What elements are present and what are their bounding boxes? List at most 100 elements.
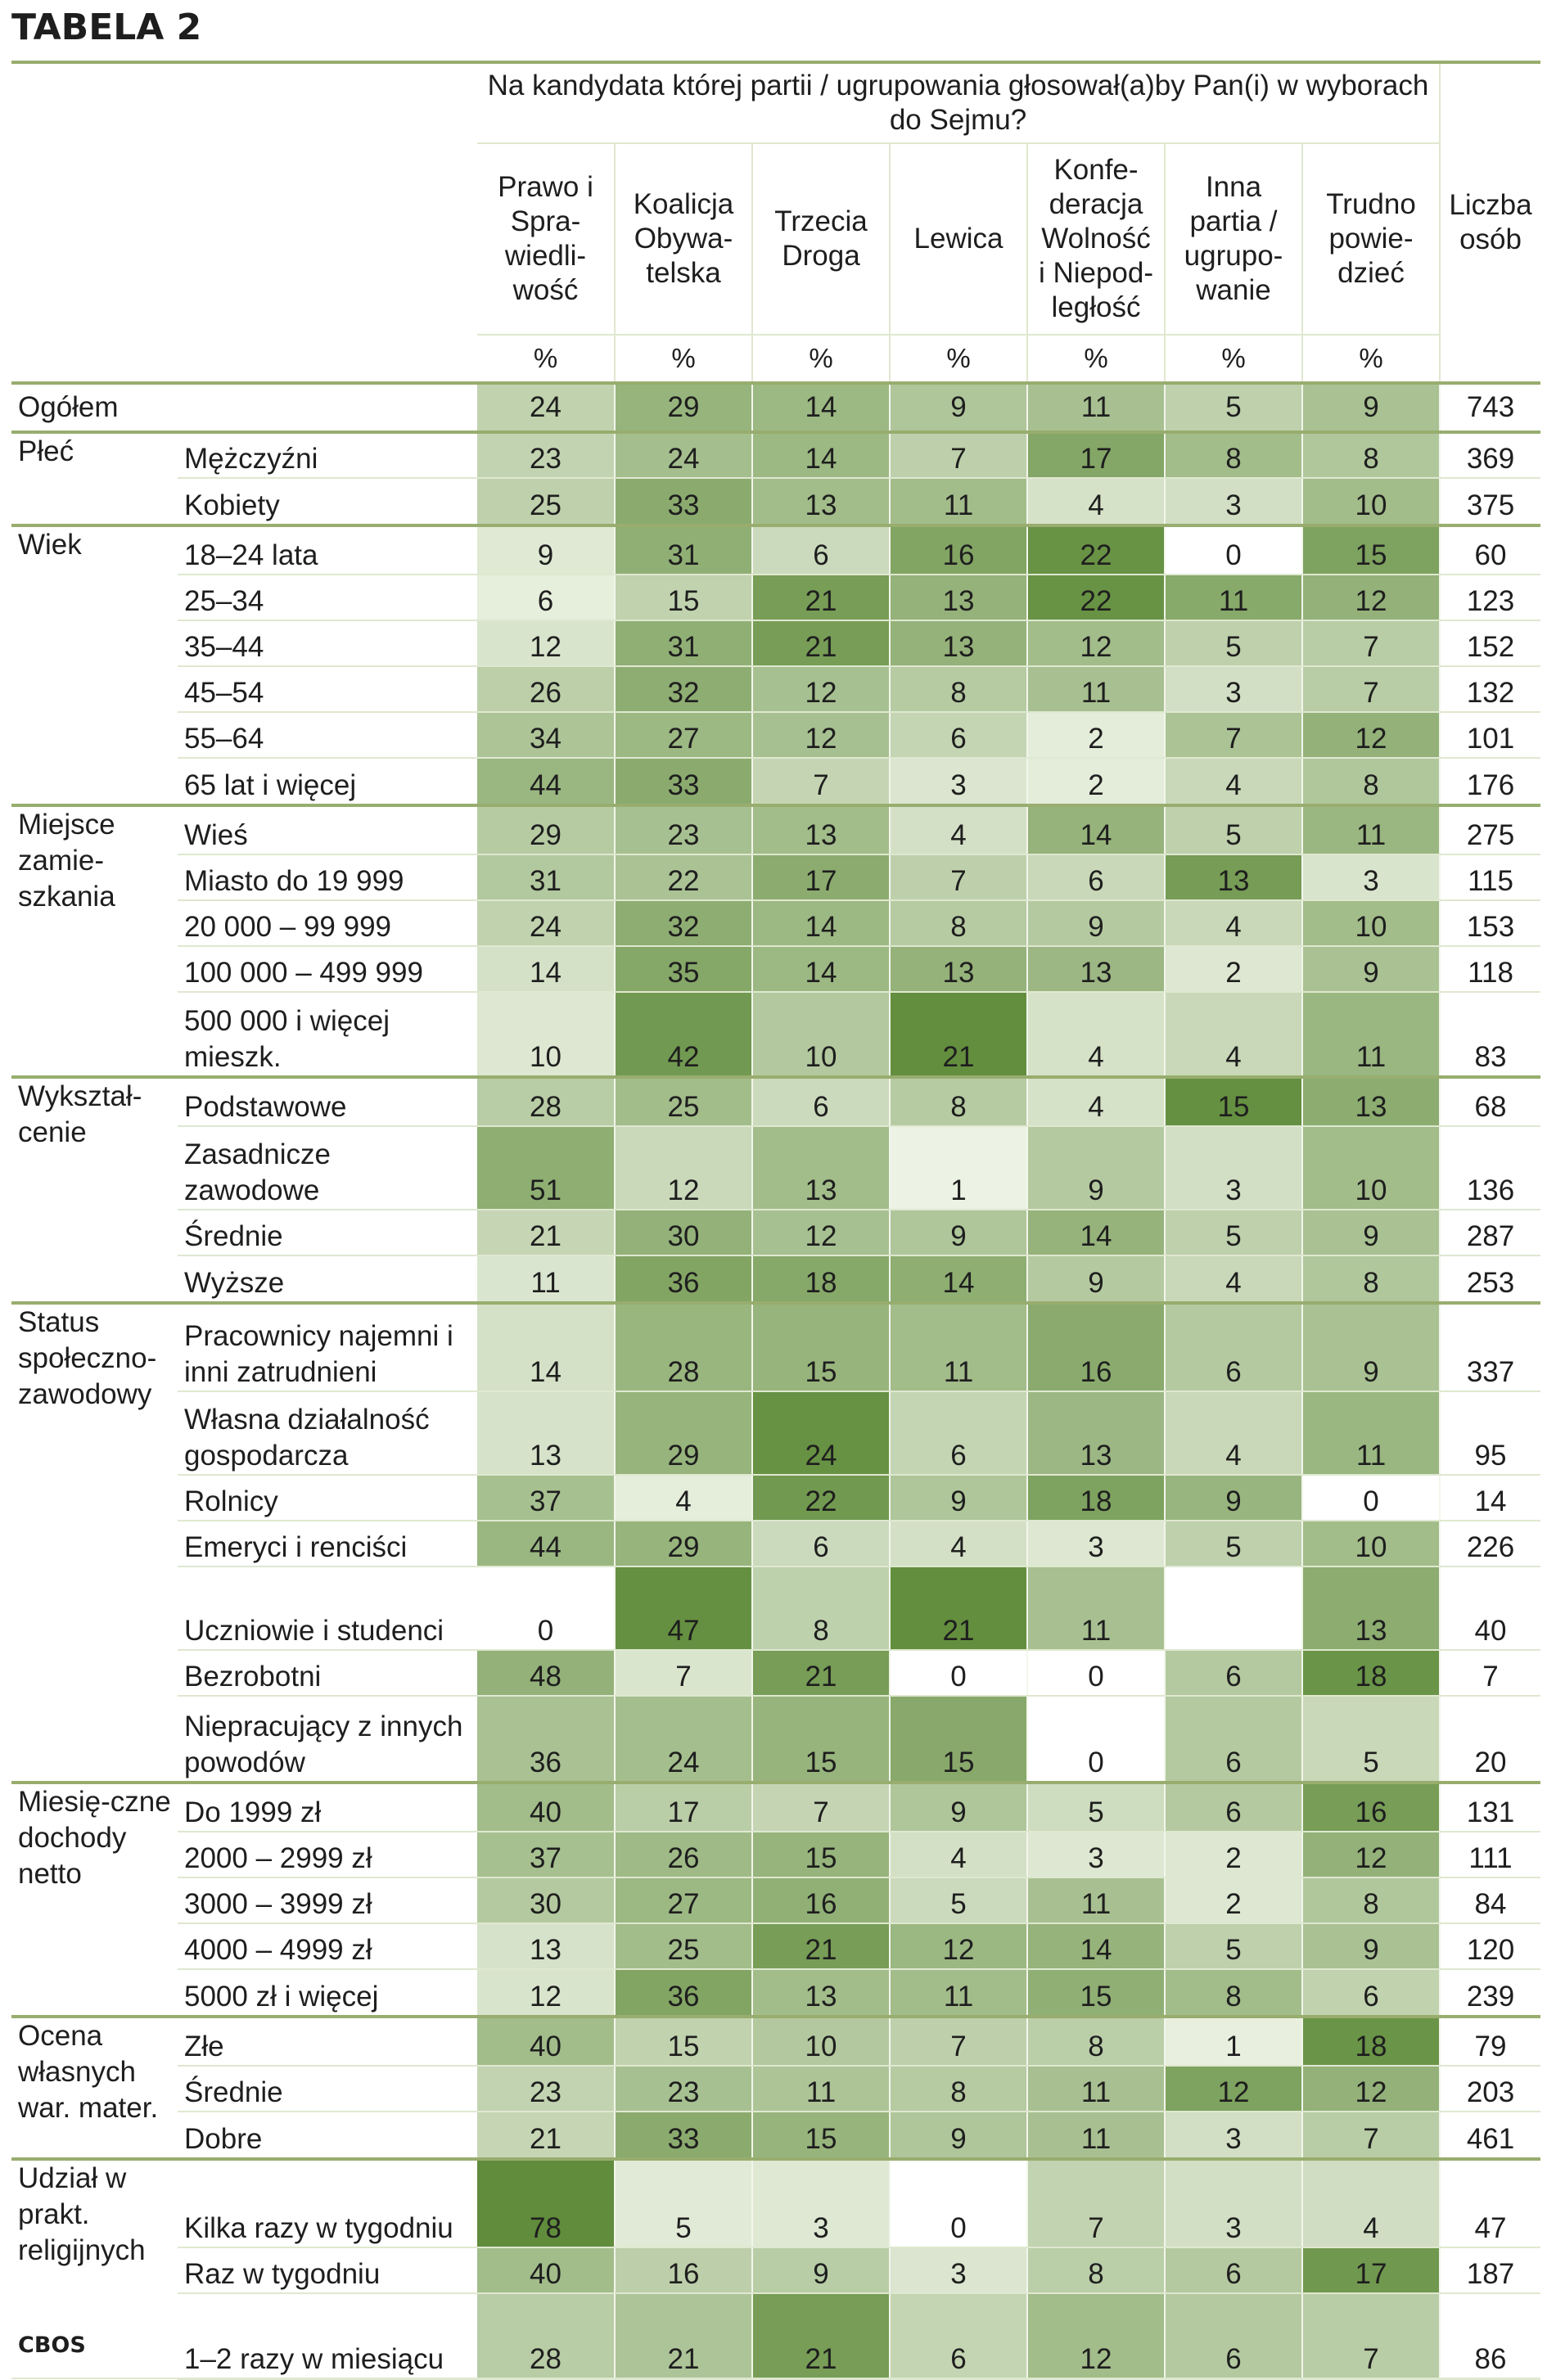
value-cell: 13	[890, 620, 1028, 667]
value-cell: 6	[752, 1075, 891, 1127]
row-label: Do 1999 zł	[178, 1781, 477, 1832]
value-cell: 11	[1027, 1566, 1166, 1651]
value-cell: 11	[890, 478, 1028, 526]
value-cell: 5	[1165, 1521, 1303, 1567]
count-cell: 132	[1440, 666, 1541, 713]
value-cell: 10	[1302, 478, 1441, 526]
value-cell: 12	[1302, 2066, 1441, 2112]
value-cell: 30	[477, 1877, 616, 1924]
row-label: Wieś	[178, 804, 477, 855]
value-cell: 14	[752, 946, 891, 993]
value-cell: 13	[890, 946, 1028, 993]
value-cell: 13	[1165, 854, 1303, 901]
value-cell: 25	[615, 1075, 753, 1127]
value-cell: 15	[752, 1832, 891, 1878]
value-cell: 4	[1165, 1255, 1303, 1304]
value-cell: 5	[1165, 381, 1303, 433]
value-cell: 14	[890, 1255, 1028, 1304]
row-label: Pracownicy najemni i inni zatrudnieni	[178, 1301, 477, 1392]
count-cell: 152	[1440, 620, 1541, 667]
count-cell: 20	[1440, 1696, 1541, 1783]
count-cell: 153	[1440, 900, 1541, 947]
value-cell: 4	[890, 804, 1028, 855]
count-cell: 120	[1440, 1923, 1541, 1970]
value-cell: 11	[752, 2066, 891, 2112]
table-row: Bezrobotni 48 7 21 0 0 6 18 7	[11, 1650, 1541, 1697]
value-cell: 15	[615, 575, 753, 621]
table-row: Udział w prakt. religijnych Kilka razy w …	[11, 2157, 1541, 2379]
value-cell: 37	[477, 1832, 616, 1878]
value-cell: 33	[615, 2112, 753, 2160]
table-row: Wyższe 11 36 18 14 9 4 8 253	[11, 1255, 1541, 1304]
value-cell: 0	[890, 2157, 1028, 2248]
value-cell: 12	[752, 1210, 891, 1256]
table-title: TABELA 2	[11, 7, 202, 48]
value-cell: 12	[752, 666, 891, 713]
value-cell: 8	[1165, 1969, 1303, 2017]
value-cell: 31	[477, 854, 616, 901]
table-row: 20 000 – 99 999 24 32 14 8 9 4 10 153	[11, 900, 1541, 947]
value-cell: 7	[1165, 712, 1303, 759]
value-cell: 16	[1302, 1781, 1441, 1832]
value-cell: 2	[1027, 758, 1166, 806]
value-cell: 6	[752, 524, 891, 575]
value-cell: 4	[1165, 992, 1303, 1078]
table-row: 55–64 34 27 12 6 2 7 12 101	[11, 712, 1541, 759]
value-cell: 14	[1027, 1210, 1166, 1256]
value-cell: 17	[752, 854, 891, 901]
value-cell: 8	[1165, 430, 1303, 479]
table-row: Status społeczno-zawodowy Pracownicy naje…	[11, 1301, 1541, 1783]
table-row: 2000 – 2999 zł 37 26 15 4 3 2 12 111	[11, 1832, 1541, 1878]
count-cell: 743	[1440, 381, 1541, 433]
value-cell: 8	[752, 1566, 891, 1651]
count-cell: 86	[1440, 2293, 1541, 2380]
value-cell: 11	[1302, 992, 1441, 1078]
value-cell: 9	[1302, 946, 1441, 993]
value-cell: 10	[1302, 1521, 1441, 1567]
row-label: 3000 – 3999 zł	[178, 1877, 477, 1924]
value-cell: 11	[1027, 2066, 1166, 2112]
value-cell: 12	[1302, 575, 1441, 621]
value-cell: 29	[615, 381, 753, 433]
row-label: 100 000 – 499 999	[178, 946, 477, 993]
value-cell: 13	[752, 1969, 891, 2017]
value-cell: 3	[890, 758, 1028, 806]
value-cell: 6	[752, 1521, 891, 1567]
value-cell: 16	[890, 524, 1028, 575]
value-cell: 21	[615, 2293, 753, 2380]
value-cell: 36	[615, 1255, 753, 1304]
row-label: 500 000 i więcej mieszk.	[178, 992, 477, 1078]
table-row: 3000 – 3999 zł 30 27 16 5 11 2 8 84	[11, 1877, 1541, 1924]
value-cell: 6	[890, 712, 1028, 759]
count-cell: 176	[1440, 758, 1541, 806]
value-cell: 22	[752, 1475, 891, 1521]
count-cell: 239	[1440, 1969, 1541, 2017]
header-blank	[11, 61, 477, 384]
value-cell: 6	[1165, 1696, 1303, 1783]
value-cell: 29	[615, 1391, 753, 1476]
row-label: Mężczyźni	[178, 430, 477, 479]
value-cell: 18	[1027, 1475, 1166, 1521]
value-cell: 51	[477, 1126, 616, 1210]
value-cell: 13	[752, 804, 891, 855]
value-cell: 7	[1302, 666, 1441, 713]
value-cell: 4	[1027, 992, 1166, 1078]
row-label: Wyższe	[178, 1255, 477, 1304]
col-header-trudno: Trudno powie-dzieć	[1302, 143, 1441, 336]
value-cell: 44	[477, 1521, 616, 1567]
row-label: Uczniowie i studenci	[178, 1566, 477, 1651]
row-label: Średnie	[178, 1210, 477, 1256]
value-cell: 36	[615, 1969, 753, 2017]
row-label: Raz w tygodniu	[178, 2247, 477, 2294]
value-cell: 2	[1165, 946, 1303, 993]
value-cell: 4	[1027, 1075, 1166, 1127]
value-cell: 9	[1027, 1255, 1166, 1304]
value-cell: 0	[477, 1566, 616, 1651]
value-cell: 16	[752, 1877, 891, 1924]
value-cell: 9	[1027, 1126, 1166, 1210]
value-cell: 9	[1302, 1301, 1441, 1392]
value-cell: 4	[890, 1832, 1028, 1878]
value-cell: 0	[1165, 524, 1303, 575]
count-cell: 14	[1440, 1475, 1541, 1521]
count-cell: 118	[1440, 946, 1541, 993]
